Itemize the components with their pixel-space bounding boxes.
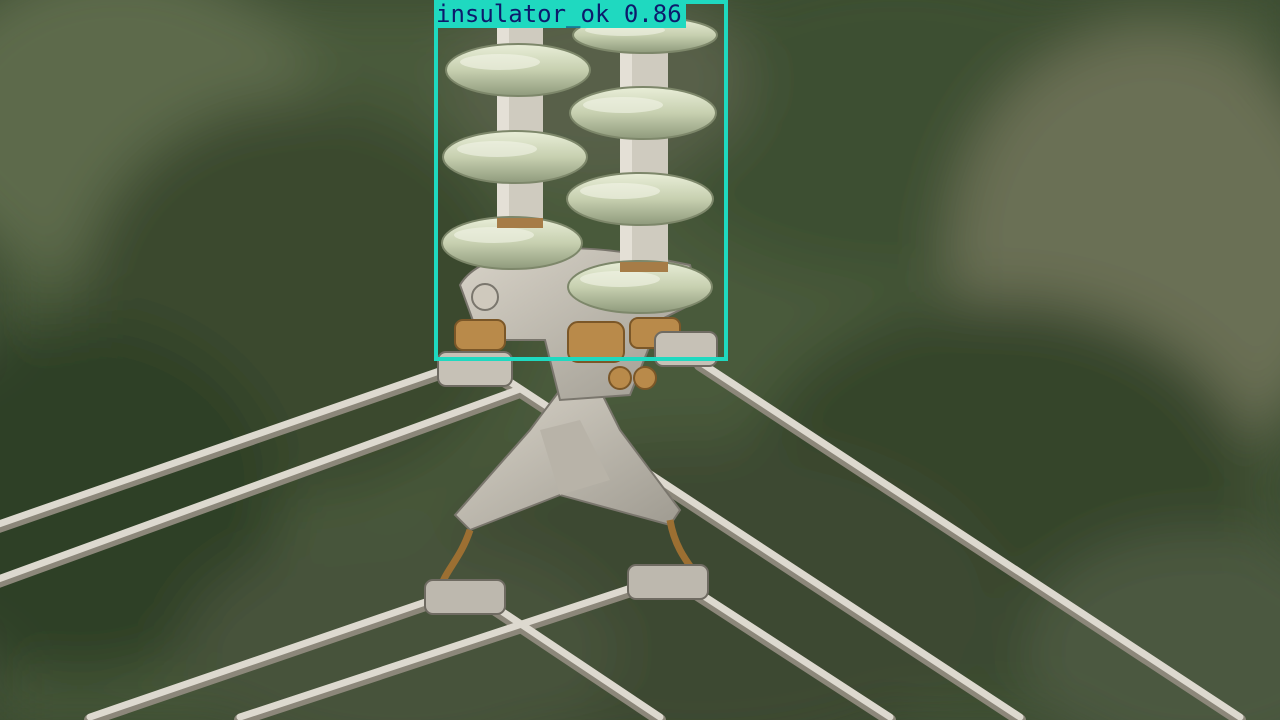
- insulator-string-left: [441, 20, 591, 270]
- spreader-bracket: [424, 389, 709, 615]
- detection-label: insulator_ok 0.86: [434, 0, 686, 28]
- insulator-string-right: [566, 16, 718, 314]
